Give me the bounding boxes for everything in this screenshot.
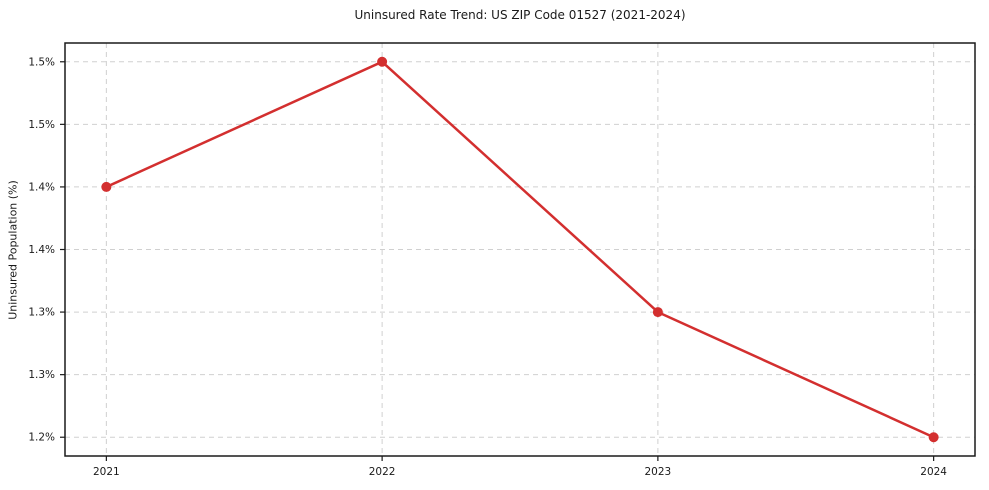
y-tick-label: 1.4%: [28, 244, 55, 256]
x-tick-label: 2021: [93, 466, 120, 478]
y-tick-label: 1.4%: [28, 181, 55, 193]
y-tick-label: 1.2%: [28, 432, 55, 444]
tick-marks: [60, 61, 935, 461]
data-point-markers: [101, 56, 939, 443]
data-point-marker: [101, 181, 112, 192]
y-tick-label: 1.5%: [28, 56, 55, 68]
x-tick-label: 2024: [920, 466, 947, 478]
data-point-marker: [377, 56, 388, 67]
y-tick-label: 1.3%: [28, 307, 55, 319]
x-tick-label: 2023: [645, 466, 672, 478]
x-tick-labels: 2021 2022 2023 2024: [93, 466, 947, 478]
data-point-marker: [928, 432, 939, 443]
chart-title: Uninsured Rate Trend: US ZIP Code 01527 …: [354, 8, 686, 22]
y-tick-label: 1.5%: [28, 119, 55, 131]
data-point-marker: [652, 307, 663, 318]
y-tick-label: 1.3%: [28, 369, 55, 381]
trend-line: [105, 60, 935, 439]
x-tick-label: 2022: [369, 466, 396, 478]
y-tick-labels: 1.5% 1.5% 1.4% 1.4% 1.3% 1.3% 1.2%: [28, 56, 55, 443]
